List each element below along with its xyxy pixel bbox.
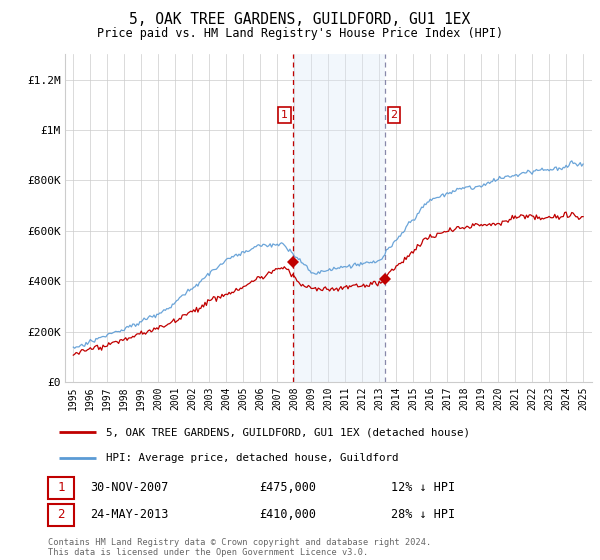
Text: 5, OAK TREE GARDENS, GUILDFORD, GU1 1EX (detached house): 5, OAK TREE GARDENS, GUILDFORD, GU1 1EX … bbox=[106, 427, 470, 437]
Text: £410,000: £410,000 bbox=[259, 508, 316, 521]
Bar bbox=[293, 54, 385, 382]
Text: 1: 1 bbox=[281, 110, 288, 120]
Text: 12% ↓ HPI: 12% ↓ HPI bbox=[391, 482, 455, 494]
Text: 24-MAY-2013: 24-MAY-2013 bbox=[90, 508, 169, 521]
Text: HPI: Average price, detached house, Guildford: HPI: Average price, detached house, Guil… bbox=[106, 453, 398, 463]
Bar bbox=[48, 504, 74, 526]
Text: 5, OAK TREE GARDENS, GUILDFORD, GU1 1EX: 5, OAK TREE GARDENS, GUILDFORD, GU1 1EX bbox=[130, 12, 470, 27]
Text: 1: 1 bbox=[58, 482, 65, 494]
Text: Price paid vs. HM Land Registry's House Price Index (HPI): Price paid vs. HM Land Registry's House … bbox=[97, 27, 503, 40]
Text: 2: 2 bbox=[58, 508, 65, 521]
Text: 28% ↓ HPI: 28% ↓ HPI bbox=[391, 508, 455, 521]
Text: 30-NOV-2007: 30-NOV-2007 bbox=[90, 482, 169, 494]
Text: Contains HM Land Registry data © Crown copyright and database right 2024.
This d: Contains HM Land Registry data © Crown c… bbox=[48, 538, 431, 557]
Text: £475,000: £475,000 bbox=[259, 482, 316, 494]
Bar bbox=[48, 477, 74, 499]
Text: 2: 2 bbox=[391, 110, 398, 120]
